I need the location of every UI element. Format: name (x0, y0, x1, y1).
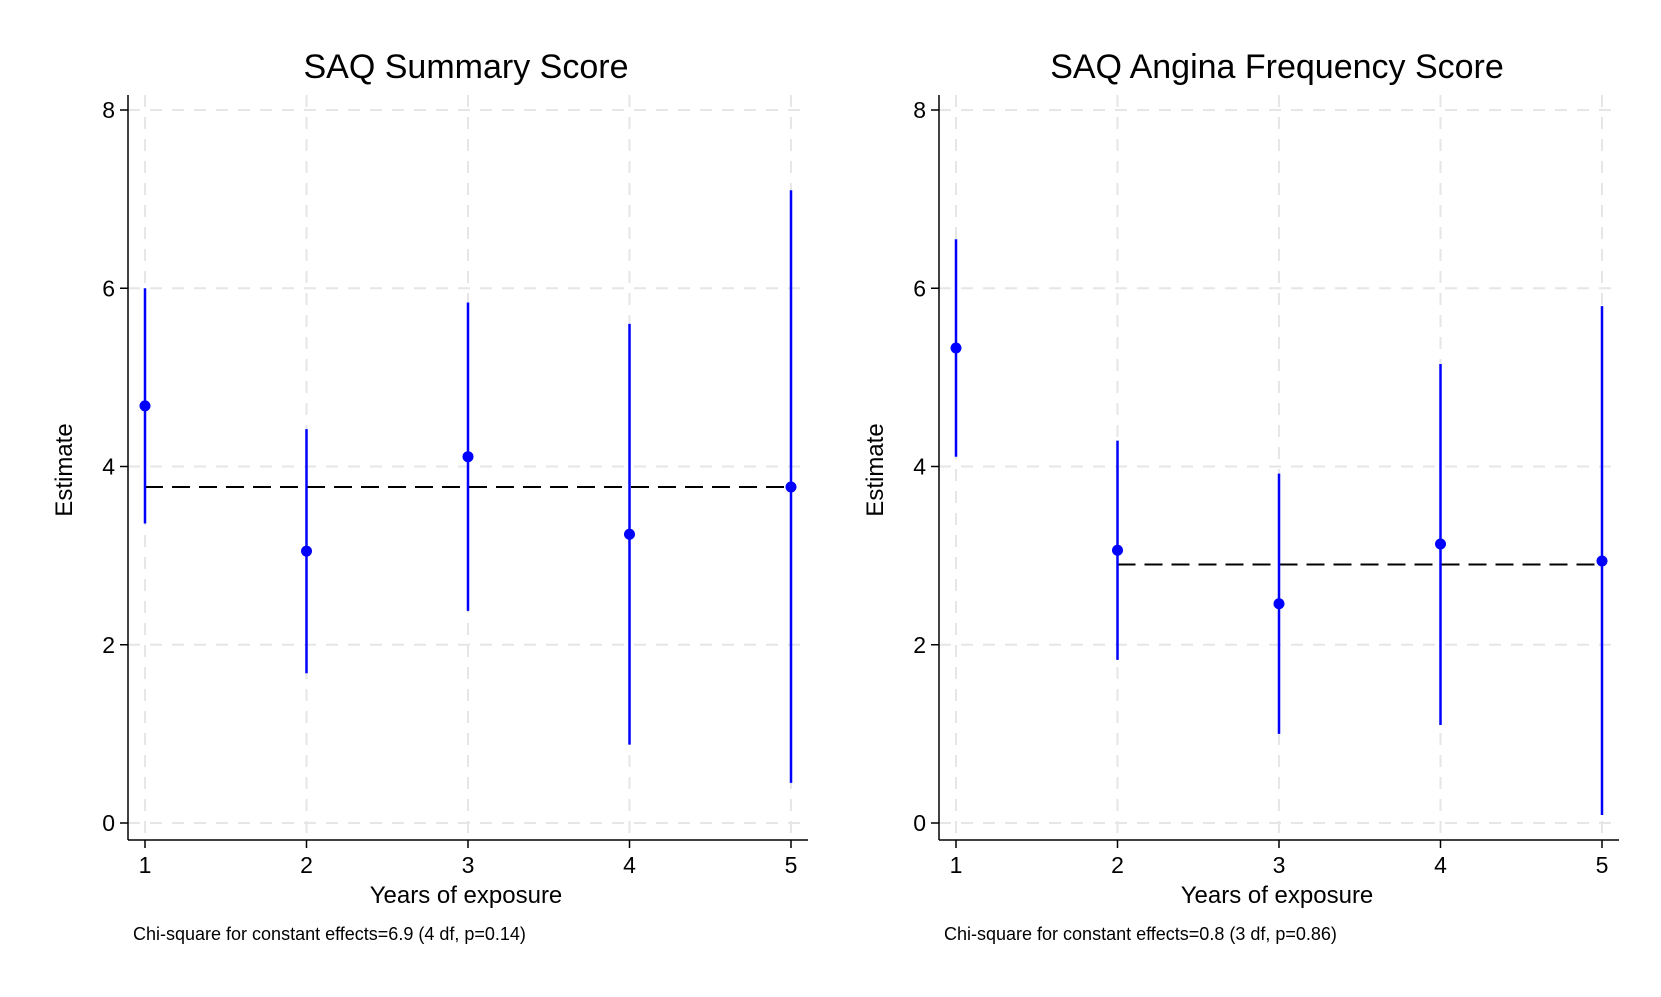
point-estimate (1273, 598, 1285, 610)
x-tick-label: 3 (462, 852, 475, 878)
point-estimate (624, 528, 635, 540)
point-estimate (1596, 555, 1608, 567)
chart-title: SAQ Angina Frequency Score (1050, 48, 1504, 86)
y-tick-label: 8 (102, 97, 115, 123)
point-estimate (1112, 544, 1123, 556)
y-tick-label: 4 (102, 454, 115, 480)
y-tick-label: 0 (913, 810, 926, 836)
chi-square-note: Chi-square for constant effects=0.8 (3 d… (944, 924, 1337, 944)
x-axis-label: Years of exposure (370, 882, 563, 909)
y-axis-label: Estimate (51, 423, 78, 516)
point-estimate (462, 451, 474, 463)
x-tick-label: 4 (1434, 852, 1447, 878)
y-axis-label: Estimate (862, 423, 889, 516)
x-tick-label: 5 (785, 852, 798, 878)
x-axis-label: Years of exposure (1181, 882, 1374, 909)
y-tick-label: 2 (913, 632, 926, 658)
point-estimate (301, 545, 312, 557)
y-tick-label: 6 (913, 275, 926, 301)
x-tick-label: 3 (1273, 852, 1286, 878)
x-tick-label: 4 (623, 852, 636, 878)
y-tick-label: 4 (913, 454, 926, 480)
point-estimate (785, 481, 797, 493)
point-estimate (139, 400, 151, 412)
chart-title: SAQ Summary Score (304, 48, 629, 86)
y-tick-label: 8 (913, 97, 926, 123)
x-tick-label: 1 (139, 852, 152, 878)
y-tick-label: 0 (102, 810, 115, 836)
x-tick-label: 2 (300, 852, 313, 878)
x-tick-label: 5 (1596, 852, 1609, 878)
y-tick-label: 6 (102, 275, 115, 301)
x-tick-label: 1 (950, 852, 963, 878)
x-tick-label: 2 (1111, 852, 1124, 878)
point-estimate (950, 342, 962, 354)
chart-panel-saq-angina-frequency: SAQ Angina Frequency Score Estimate Year… (862, 48, 1619, 944)
chart-panel-saq-summary: SAQ Summary Score Estimate Years of expo… (51, 48, 808, 944)
point-estimate (1435, 538, 1446, 550)
chi-square-note: Chi-square for constant effects=6.9 (4 d… (133, 924, 526, 944)
y-tick-label: 2 (102, 632, 115, 658)
